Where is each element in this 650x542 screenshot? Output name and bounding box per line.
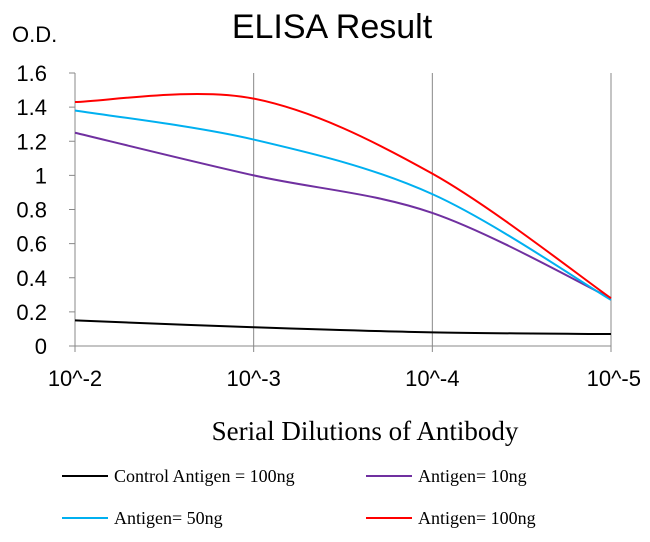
series-lines xyxy=(74,92,612,336)
y-tick-label: 0 xyxy=(35,334,47,359)
axes xyxy=(69,72,612,352)
legend-label: Control Antigen = 100ng xyxy=(114,466,295,486)
legend-label: Antigen= 100ng xyxy=(418,508,536,528)
x-tick-label: 10^-5 xyxy=(587,366,641,391)
y-tick-label: 0.8 xyxy=(16,198,47,223)
y-tick-label: 1.6 xyxy=(16,61,47,86)
x-tick-labels: 10^-2 10^-3 10^-4 10^-5 xyxy=(48,366,641,391)
legend-label: Antigen= 50ng xyxy=(114,508,223,528)
x-tick-label: 10^-2 xyxy=(48,366,102,391)
series-line-control-antigen-100ng xyxy=(74,319,612,336)
y-tick-label: 0.4 xyxy=(16,266,47,291)
y-tick-label: 1.2 xyxy=(16,129,47,154)
x-axis-label: Serial Dilutions of Antibody xyxy=(212,416,519,446)
y-tick-label: 1 xyxy=(35,163,47,188)
x-tick-label: 10^-4 xyxy=(405,366,459,391)
series-line-antigen-100ng xyxy=(74,92,612,300)
y-tick-label: 1.4 xyxy=(16,95,47,120)
y-tick-label: 0.6 xyxy=(16,232,47,257)
y-tick-labels: 0 0.2 0.4 0.6 0.8 1 1.2 1.4 1.6 xyxy=(16,61,47,359)
legend: Control Antigen = 100ng Antigen= 10ng Anti… xyxy=(62,466,536,528)
y-tick-label: 0.2 xyxy=(16,300,47,325)
y-axis-label: O.D. xyxy=(12,22,57,47)
chart-title: ELISA Result xyxy=(232,8,433,46)
grid-lines xyxy=(74,73,612,346)
x-tick-label: 10^-3 xyxy=(226,366,280,391)
legend-label: Antigen= 10ng xyxy=(418,466,527,486)
series-line-antigen-50ng xyxy=(74,109,612,301)
series-line-antigen-10ng xyxy=(74,131,612,300)
